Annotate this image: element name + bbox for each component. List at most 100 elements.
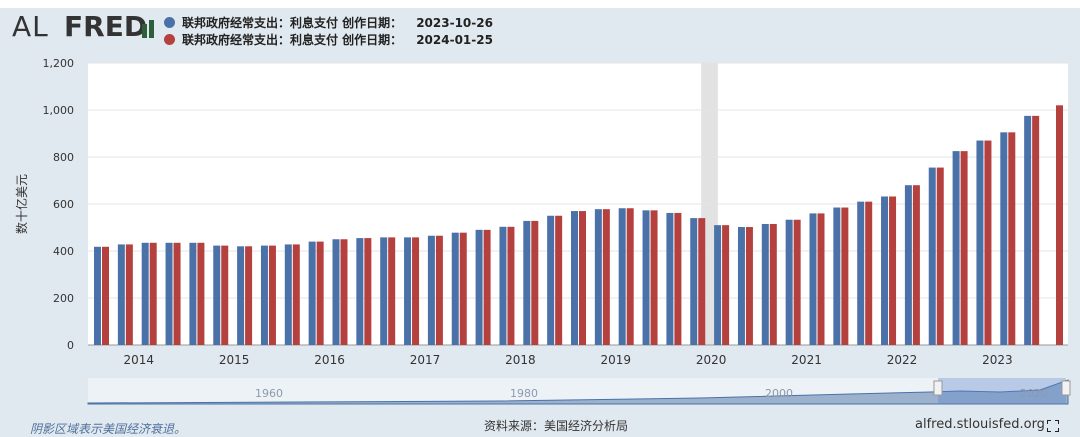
bar [881,196,889,345]
bar [499,226,507,345]
legend-label: 联邦政府经常支出：利息支付 创作日期： [182,16,403,30]
y-tick-label: 0 [67,339,74,352]
bar [698,218,706,345]
bar [213,245,221,345]
recession-note: 阴影区域表示美国经济衰退。 [30,422,187,436]
bar [714,225,722,345]
logo-al-text: AL [12,10,49,43]
bar [284,244,292,345]
bar [904,185,912,345]
bar [404,237,412,345]
bar [197,242,205,345]
bar [427,235,435,345]
bar [602,209,610,345]
legend-item-series-2[interactable]: 联邦政府经常支出：利息支付 创作日期： 2024-01-25 [164,31,493,48]
bar [626,208,634,345]
bar [618,208,626,345]
bar [833,207,841,345]
bar [316,241,324,345]
bar [459,232,467,345]
bar [745,227,753,345]
bar [690,218,698,345]
bar [388,237,396,345]
navigator-tick-label: 2020 [1020,387,1048,400]
bar [237,246,245,345]
y-axis-label: 数十亿美元 [14,174,29,234]
x-tick-label: 2015 [219,353,250,367]
bar [650,210,658,345]
bar [1024,115,1032,345]
x-tick-label: 2019 [601,353,632,367]
bar [507,226,515,345]
bar [594,209,602,345]
bar [475,229,483,345]
bar [125,244,133,345]
bar [928,167,936,345]
bar [547,215,555,345]
bar [674,212,682,345]
navigator-window[interactable] [938,378,1066,404]
legend-dot-red [164,34,175,45]
bar [642,210,650,345]
y-tick-label: 1,200 [43,57,75,70]
bar [189,242,197,345]
bar [94,246,101,345]
y-tick-label: 1,000 [43,104,75,117]
legend-date: 2023-10-26 [416,15,493,30]
bar [308,241,316,345]
navigator-tick-label: 2000 [765,387,793,400]
bar [976,140,984,345]
bar [841,207,849,345]
bar [761,223,769,345]
bar [451,232,459,345]
site-link[interactable]: alfred.stlouisfed.org [915,417,1045,432]
bar [722,225,730,345]
bar [245,246,253,345]
bar [769,223,777,345]
legend-dot-blue [164,17,175,28]
bar [555,215,563,345]
x-tick-label: 2017 [410,353,441,367]
bar [579,211,586,345]
top-strip [0,0,1080,8]
y-tick-label: 200 [53,292,74,305]
bar [1008,132,1016,345]
bar [889,196,897,345]
y-tick-label: 600 [53,198,74,211]
bar [737,227,745,345]
bar [412,237,420,345]
bar [173,242,181,345]
x-tick-label: 2016 [314,353,345,367]
fullscreen-icon[interactable] [1047,420,1059,432]
navigator-overview [87,379,1069,405]
bar [102,246,109,345]
navigator-left-handle[interactable] [933,380,943,396]
bar [809,213,817,345]
navigator-right-handle[interactable] [1061,380,1071,396]
bar [571,211,578,345]
bar [817,213,825,345]
bar [435,235,443,345]
bar [149,242,157,345]
x-tick-label: 2021 [791,353,822,367]
legend-label: 联邦政府经常支出：利息支付 创作日期： [182,33,403,47]
bar [531,220,539,345]
y-tick-label: 800 [53,151,74,164]
bar [865,201,873,345]
x-tick-label: 2023 [982,353,1013,367]
legend-date: 2024-01-25 [416,32,493,47]
bar [141,242,149,345]
logo-bars-icon [142,20,154,38]
bar [1056,105,1063,345]
source-text: 资料来源：美国经济分析局 [484,419,629,433]
navigator-track[interactable] [88,378,1068,404]
bar [936,167,944,345]
bar [1000,132,1008,345]
bar [1032,115,1040,345]
bar [364,238,372,345]
bar [117,244,125,345]
bar [260,245,268,345]
logo-fred-text: FRED [64,10,148,43]
x-tick-label: 2018 [505,353,536,367]
legend-item-series-1[interactable]: 联邦政府经常支出：利息支付 创作日期： 2023-10-26 [164,14,493,31]
